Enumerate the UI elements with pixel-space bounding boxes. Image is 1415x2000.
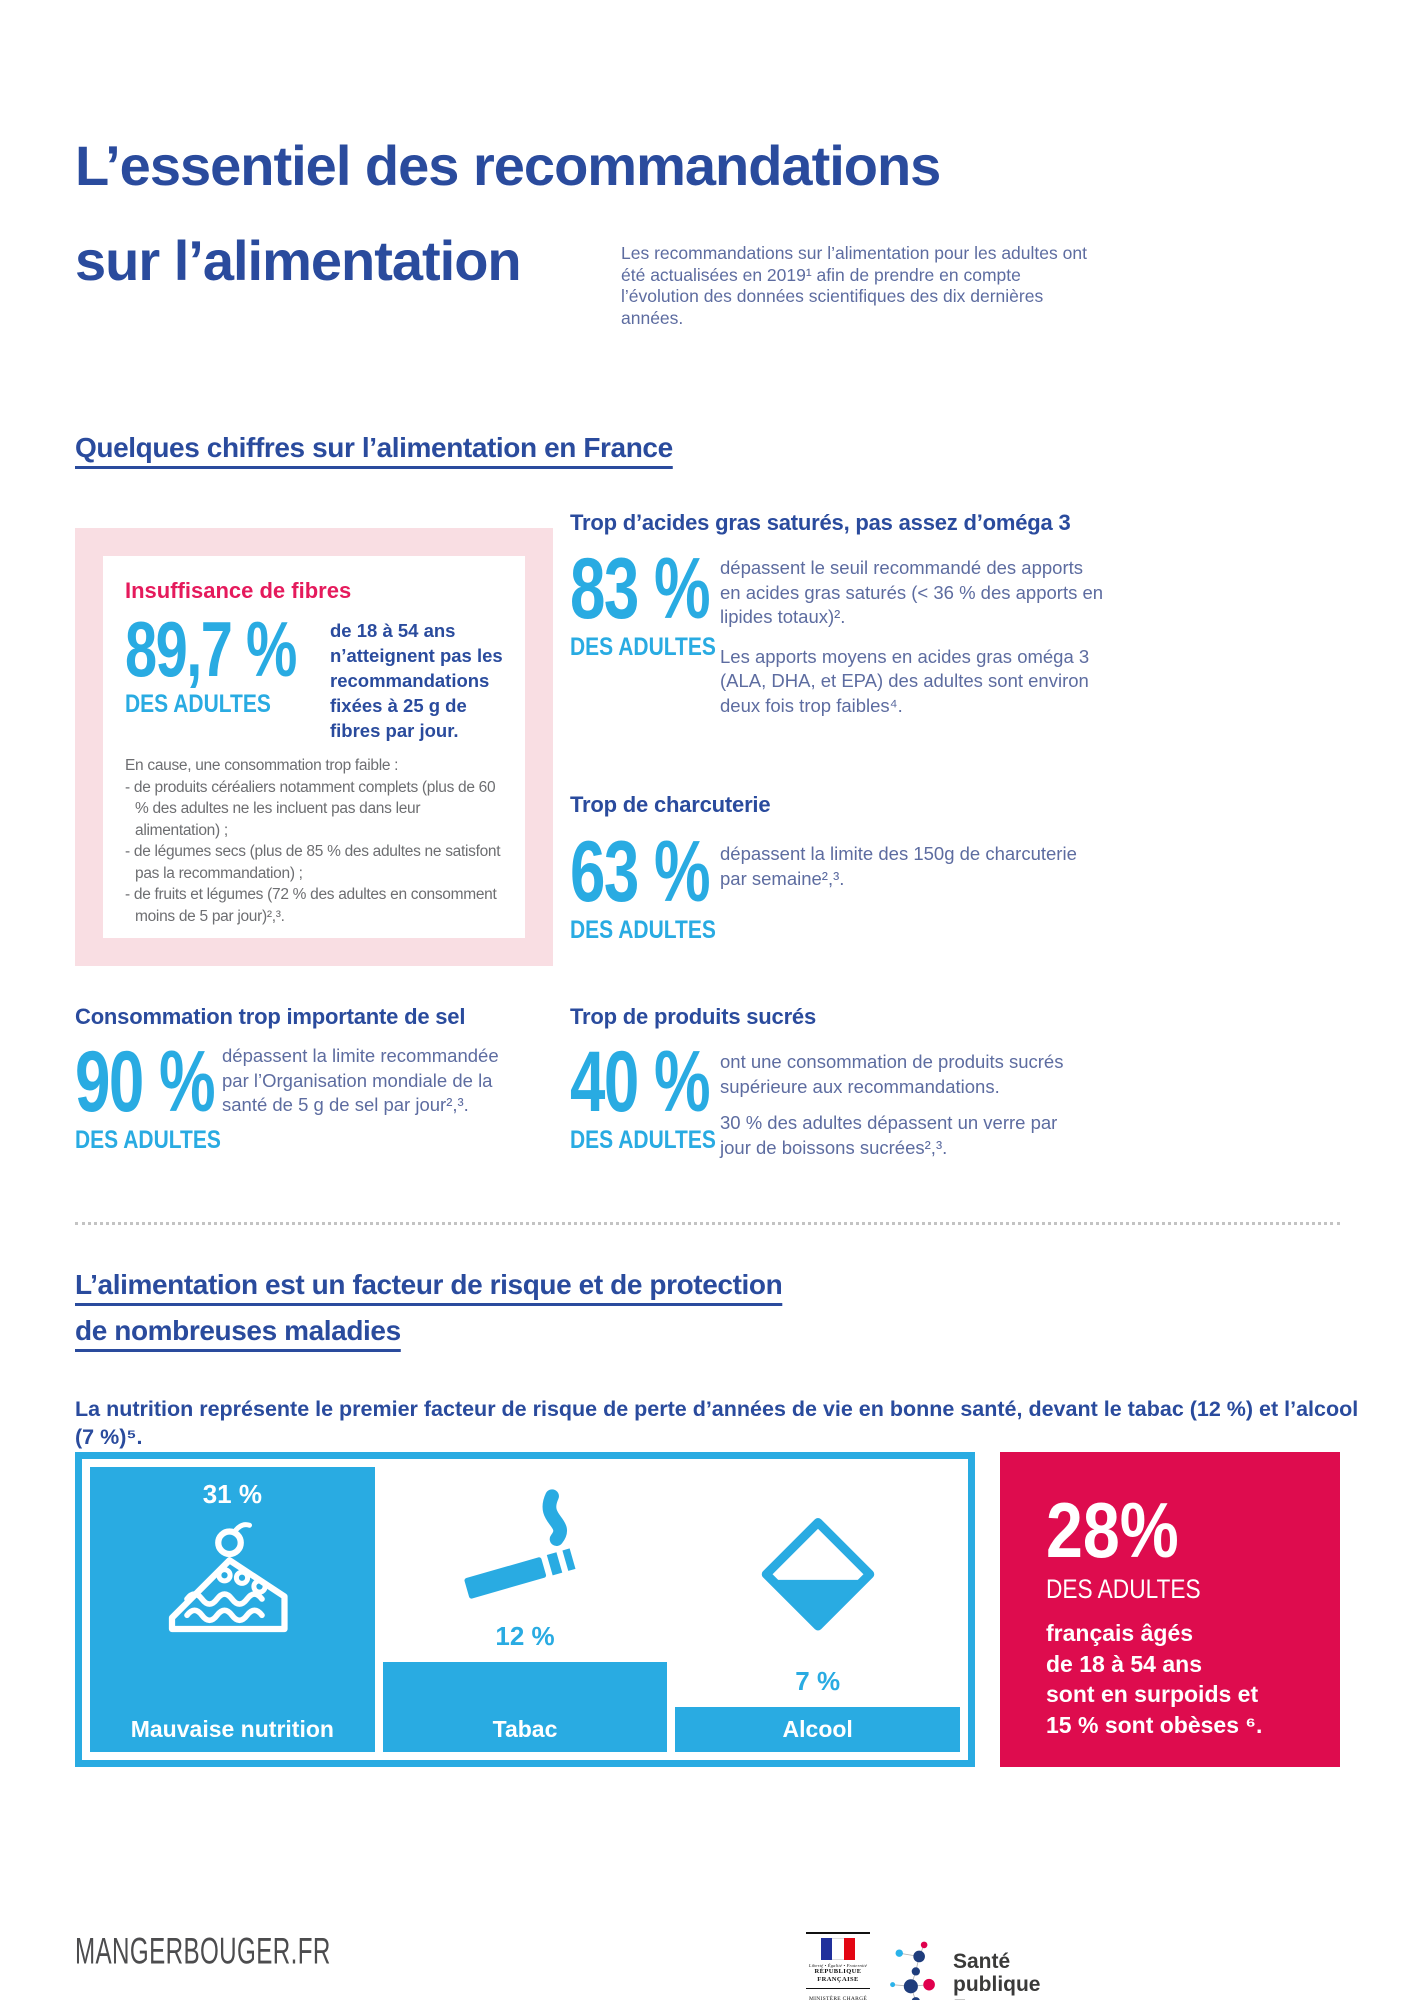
page-title-line2: sur l’alimentation <box>75 229 522 292</box>
overweight-line: de 18 à 54 ans <box>1046 1650 1202 1677</box>
section1-heading: Quelques chiffres sur l’alimentation en … <box>75 432 673 464</box>
tabac-label: Tabac <box>492 1716 558 1742</box>
sel-p1: dépassent la limite recommandée par l’Or… <box>222 1045 499 1115</box>
risk-factors-chart: 31 % Mauvaise nutrition <box>75 1452 975 1767</box>
logo-rule <box>806 1932 870 1934</box>
charcuterie-value: 63 % <box>570 824 711 920</box>
spf-dots-icon <box>890 1941 935 2000</box>
sel-stat: 90 % DES ADULTES <box>75 1038 263 1154</box>
satures-p2: Les apports moyens en acides gras oméga … <box>720 645 1090 716</box>
charcuterie-desc: dépassent la limite des 150g de charcute… <box>720 842 1080 906</box>
satures-stat-label: DES ADULTES <box>570 633 716 661</box>
overweight-line: 15 % sont obèses ⁶. <box>1046 1711 1263 1738</box>
french-flag-icon <box>821 1938 855 1960</box>
alcool-percent: 7 % <box>795 1666 841 1696</box>
sucres-p2: 30 % des adultes dépassent un verre par … <box>720 1112 1058 1158</box>
overweight-value: 28% <box>1046 1486 1179 1574</box>
fibres-cause-intro: En cause, une consommation trop faible : <box>125 757 399 774</box>
cigarette-icon <box>464 1489 576 1599</box>
chart-column-nutrition: 31 % Mauvaise nutrition <box>90 1467 375 1752</box>
fibres-cause-item: - de légumes secs (plus de 85 % des adul… <box>125 843 501 882</box>
sucres-stat-label: DES ADULTES <box>570 1126 716 1154</box>
satures-desc: dépassent le seuil recommandé des apport… <box>720 556 1105 733</box>
section2-heading: L’alimentation est un facteur de risque … <box>75 1262 783 1354</box>
sel-value: 90 % <box>75 1034 216 1130</box>
satures-value: 83 % <box>570 541 711 637</box>
satures-stat: 83 % DES ADULTES <box>570 545 758 661</box>
flag-red <box>843 1938 855 1960</box>
page-title: L’essentiel des recommandations sur l’ali… <box>75 118 941 308</box>
chart-column-alcool: 7 % Alcool <box>675 1467 961 1752</box>
glass-icon <box>761 1518 874 1631</box>
overweight-line: français âgés <box>1046 1620 1194 1646</box>
sucres-stat: 40 % DES ADULTES <box>570 1038 758 1154</box>
alcool-label: Alcool <box>782 1716 853 1742</box>
fibres-stat-row: 89,7 % DES ADULTES de 18 à 54 ans n’atte… <box>125 608 505 743</box>
spf-line3: France <box>953 1996 1041 2000</box>
section1-heading-text: Quelques chiffres sur l’alimentation en … <box>75 432 673 463</box>
dotted-separator <box>75 1222 1340 1225</box>
fibres-stat-label: DES ADULTES <box>125 690 271 718</box>
logo-rule <box>806 1988 870 1989</box>
sucres-value: 40 % <box>570 1034 711 1130</box>
satures-p1: dépassent le seuil recommandé des apport… <box>720 557 1104 627</box>
section2-heading-line1: L’alimentation est un facteur de risque … <box>75 1269 783 1300</box>
satures-heading: Trop d’acides gras saturés, pas assez d’… <box>570 510 1071 535</box>
fibres-card: Insuffisance de fibres 89,7 % DES ADULTE… <box>75 528 553 966</box>
sucres-heading: Trop de produits sucrés <box>570 1004 817 1029</box>
fibres-cause-item: - de fruits et légumes (72 % des adultes… <box>125 886 497 925</box>
fibres-title: Insuffisance de fibres <box>125 578 352 603</box>
sante-publique-france-logo: Santé publique France <box>886 1938 1041 2000</box>
nutrition-label: Mauvaise nutrition <box>130 1716 334 1742</box>
fibres-cause-item: - de produits céréaliers notamment compl… <box>125 778 496 839</box>
charcuterie-stat-label: DES ADULTES <box>570 916 716 944</box>
fibres-causes: En cause, une consommation trop faible :… <box>125 755 505 927</box>
flag-white <box>832 1938 844 1960</box>
fibres-stat: 89,7 % DES ADULTES <box>125 608 330 718</box>
nutrition-percent: 31 % <box>202 1479 262 1509</box>
page-title-line1: L’essentiel des recommandations <box>75 134 941 197</box>
fibres-card-inner: Insuffisance de fibres 89,7 % DES ADULTE… <box>103 556 525 938</box>
alcool-bar: Alcool <box>675 1707 961 1752</box>
overweight-line: sont en surpoids et <box>1046 1681 1259 1707</box>
flag-blue <box>821 1938 833 1960</box>
spf-line2: publique <box>953 1973 1041 1996</box>
sel-stat-label: DES ADULTES <box>75 1126 221 1154</box>
republique-francaise-logo: Liberté • Égalité • Fraternité RÉPUBLIQU… <box>806 1932 870 2000</box>
sucres-p1: ont une consommation de produits sucrés … <box>720 1051 1064 1097</box>
charcuterie-p1: dépassent la limite des 150g de charcute… <box>720 843 1077 889</box>
fibres-value: 89,7 % <box>125 605 297 693</box>
republic-motto: Liberté • Égalité • Fraternité <box>808 1963 868 1968</box>
charcuterie-heading: Trop de charcuterie <box>570 792 771 817</box>
section2-heading-line2: de nombreuses maladies <box>75 1315 401 1346</box>
tabac-percent: 12 % <box>495 1621 555 1651</box>
republic-name: RÉPUBLIQUE FRANÇAISE <box>814 1968 862 1983</box>
fibres-desc: de 18 à 54 ans n’atteignent pas les reco… <box>330 620 503 741</box>
sel-heading: Consommation trop importante de sel <box>75 1004 466 1029</box>
ministry-label: MINISTÈRE CHARGÉ DE LA SANTÉ <box>808 1996 868 2000</box>
spf-line1: Santé <box>953 1950 1011 1973</box>
overweight-stat-label: DES ADULTES <box>1046 1574 1201 1604</box>
sel-desc: dépassent la limite recommandée par l’Or… <box>222 1044 517 1133</box>
chart-column-tabac: 12 % Tabac <box>382 1467 668 1752</box>
intro-paragraph: Les recommandations sur l’alimentation p… <box>621 243 1087 328</box>
mangerbouger-wordmark: MANGERBOUGER.FR <box>75 1930 331 1972</box>
section2-intro: La nutrition représente le premier facte… <box>75 1397 1359 1449</box>
cake-icon <box>169 1522 288 1633</box>
sucres-desc: ont une consommation de produits sucrés … <box>720 1050 1080 1175</box>
overweight-card: 28% DES ADULTES français âgés de 18 à 54… <box>1000 1452 1340 1767</box>
spf-logo-text: Santé publique France <box>953 1938 1041 2000</box>
tabac-bar: Tabac <box>382 1662 668 1752</box>
charcuterie-stat: 63 % DES ADULTES <box>570 828 758 944</box>
